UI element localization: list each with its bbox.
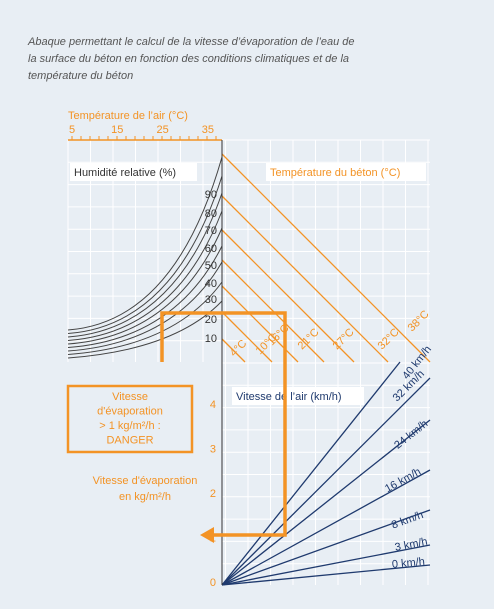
axis-label: Température de l’air (°C) [68, 110, 188, 122]
evaporation-tick: 4 [210, 399, 216, 411]
tick-label: 5 [69, 124, 75, 136]
danger-text: Vitesse [112, 391, 148, 403]
concrete-line [221, 338, 246, 363]
label-bg [266, 163, 426, 181]
wind-line [221, 419, 431, 586]
humidity-curve [67, 245, 223, 348]
humidity-curve [67, 192, 223, 338]
danger-text: > 1 kg/m²/h : [99, 420, 160, 432]
wind-line [221, 377, 431, 586]
example-path [160, 311, 287, 537]
tick-label: 35 [202, 124, 214, 136]
humidity-curve [67, 227, 223, 345]
axis-label: Température du béton (°C) [270, 167, 400, 179]
wind-line [221, 544, 431, 586]
concrete-line [221, 259, 325, 363]
humidity-tick: 90 [205, 189, 217, 201]
humidity-tick: 70 [205, 225, 217, 237]
axis-label: Vitesse d'évaporation [93, 475, 198, 487]
tick-label: 15 [111, 124, 123, 136]
humidity-curve [67, 210, 223, 341]
evaporation-tick: 0 [210, 577, 216, 589]
title-line: Abaque permettant le calcul de la vitess… [27, 36, 355, 48]
wind-line [221, 469, 431, 586]
axis-label: Vitesse de l’air (km/h) [236, 391, 342, 403]
humidity-curve [67, 156, 223, 331]
danger-text: d'évaporation [97, 405, 163, 417]
humidity-curve [67, 261, 223, 352]
evaporation-tick: 3 [210, 443, 216, 455]
humidity-tick: 30 [205, 294, 217, 306]
danger-text: DANGER [106, 434, 153, 446]
humidity-tick: 50 [205, 260, 217, 272]
humidity-curve [67, 281, 223, 355]
humidity-tick: 80 [205, 208, 217, 220]
tick-label: 25 [156, 124, 168, 136]
title-line: la surface du béton en fonction des cond… [28, 53, 349, 65]
axis-label: Humidité relative (%) [74, 167, 176, 179]
wind-line [221, 509, 431, 586]
axis-label: en kg/m²/h [119, 491, 171, 503]
concrete-line [221, 229, 355, 363]
humidity-tick: 10 [205, 333, 217, 345]
label-bg [70, 163, 197, 181]
humidity-curve [67, 175, 223, 334]
wind-line [221, 564, 431, 586]
concrete-line [221, 153, 431, 363]
evaporation-tick: 2 [210, 488, 216, 500]
wind-line [221, 361, 401, 586]
title-line: température du béton [28, 70, 133, 82]
concrete-line [221, 195, 389, 363]
humidity-tick: 40 [205, 278, 217, 290]
humidity-tick: 60 [205, 243, 217, 255]
concrete-line [221, 311, 273, 363]
label-bg [232, 387, 364, 405]
humidity-tick: 20 [205, 314, 217, 326]
wind-tick: 0 km/h [391, 556, 425, 571]
danger-box [66, 384, 194, 454]
arrow-head [200, 527, 214, 543]
